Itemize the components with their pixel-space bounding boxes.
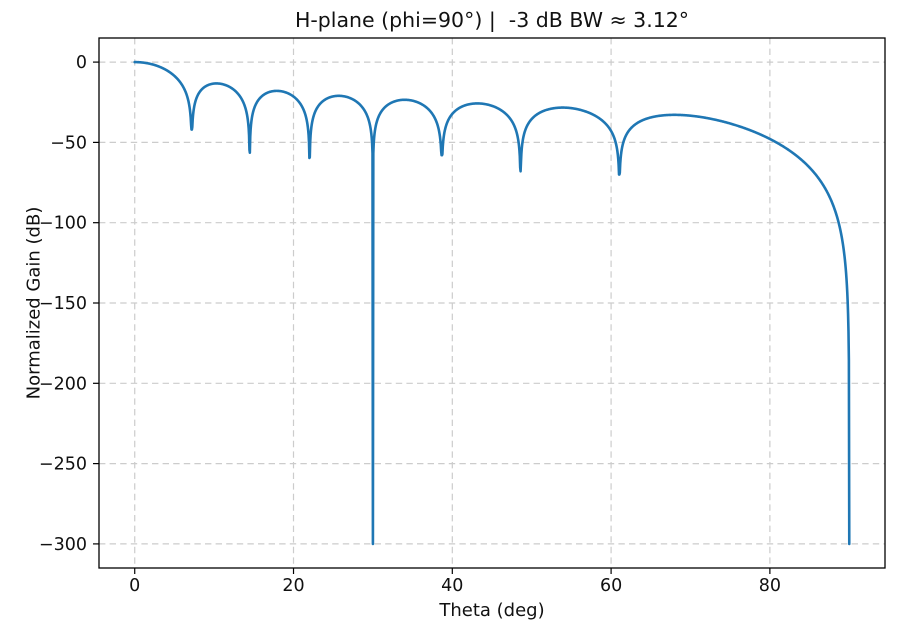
x-tick-label-2: 40	[441, 576, 463, 596]
y-tick-label-5: −250	[39, 455, 87, 475]
chart-title: H-plane (phi=90°) | -3 dB BW ≈ 3.12°	[294, 8, 690, 32]
x-axis-label: Theta (deg)	[439, 600, 545, 621]
y-tick-label-4: −200	[39, 374, 87, 394]
y-tick-label-6: −300	[39, 535, 87, 555]
y-tick-label-1: −50	[50, 133, 87, 153]
gain-curve	[133, 60, 851, 546]
y-tick-label-0: 0	[76, 53, 87, 73]
x-tick-label-0: 0	[129, 576, 140, 596]
x-tick-label-1: 20	[282, 576, 304, 596]
y-tick-label-3: −150	[39, 294, 87, 314]
y-tick-label-2: −100	[39, 214, 87, 234]
y-axis-label: Normalized Gain (dB)	[23, 206, 45, 400]
x-tick-label-3: 60	[600, 576, 622, 596]
x-tick-label-4: 80	[759, 576, 781, 596]
